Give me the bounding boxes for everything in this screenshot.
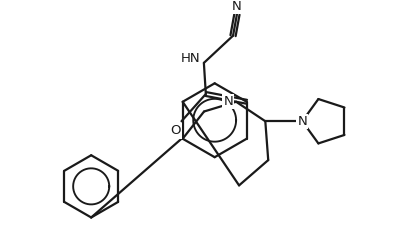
Text: N: N: [296, 115, 306, 128]
Text: HN: HN: [180, 52, 200, 66]
Text: O: O: [170, 124, 181, 137]
Text: N: N: [223, 95, 232, 108]
Text: N: N: [232, 0, 241, 13]
